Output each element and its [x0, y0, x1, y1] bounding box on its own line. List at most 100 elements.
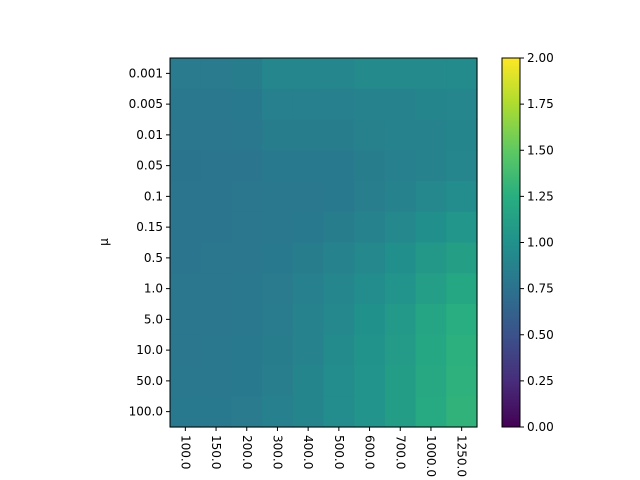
x-tick-label: 200.0 [240, 435, 254, 469]
x-tick-label: 1250.0 [455, 435, 469, 477]
heatmap-cell [446, 334, 478, 367]
heatmap-cell [262, 273, 294, 305]
heatmap-cell [446, 365, 478, 397]
heatmap-cell [354, 365, 386, 397]
heatmap-cell [354, 211, 386, 244]
heatmap-cell [170, 334, 202, 367]
x-tick-label: 150.0 [209, 435, 223, 469]
x-tick-label: 600.0 [363, 435, 377, 469]
heatmap-cell [323, 304, 355, 336]
heatmap-cell [292, 334, 325, 367]
heatmap-cell [384, 396, 417, 428]
heatmap-cell [446, 396, 478, 428]
heatmap-cell [323, 334, 355, 367]
heatmap-cell [262, 334, 294, 367]
heatmap-cell [323, 181, 355, 213]
heatmap-cell [200, 181, 232, 213]
heatmap-cell [170, 273, 202, 305]
heatmap-cell [446, 181, 478, 213]
heatmap-cell [292, 304, 325, 336]
x-tick-label: 400.0 [301, 435, 315, 469]
heatmap-cell [262, 211, 294, 244]
heatmap-cell [354, 334, 386, 367]
heatmap-cell [200, 211, 232, 244]
heatmap-cell [354, 242, 386, 274]
heatmap-cell [262, 396, 294, 428]
heatmap-cell [354, 119, 386, 151]
y-tick-label: 0.01 [136, 128, 163, 142]
heatmap-cell [292, 181, 325, 213]
heatmap-cell [231, 242, 263, 274]
heatmap-cell [323, 88, 355, 121]
heatmap-cell [384, 365, 417, 397]
colorbar-tick-label: 1.50 [527, 143, 554, 157]
y-axis-label: μ [97, 238, 111, 246]
heatmap-cell [354, 396, 386, 428]
heatmap-cell [200, 242, 232, 274]
y-tick-label: 1.0 [144, 282, 163, 296]
heatmap-cell [446, 304, 478, 336]
y-tick-label: 0.1 [144, 189, 163, 203]
heatmap-cell [170, 58, 202, 90]
y-tick-label: 0.05 [136, 159, 163, 173]
x-tick-label: 100.0 [178, 435, 192, 469]
colorbar-tick-label: 0.75 [527, 282, 554, 296]
heatmap-cell [292, 119, 325, 151]
heatmap-cell [200, 273, 232, 305]
heatmap-cell [170, 88, 202, 121]
heatmap-cell [323, 396, 355, 428]
heatmap-cell [231, 273, 263, 305]
heatmap-cell [200, 150, 232, 182]
heatmap-cell [200, 365, 232, 397]
heatmap-cell [262, 304, 294, 336]
heatmap-cell [262, 88, 294, 121]
x-tick-label: 300.0 [270, 435, 284, 469]
heatmap-cell [323, 119, 355, 151]
heatmap-cell [231, 304, 263, 336]
x-tick-label: 500.0 [332, 435, 346, 469]
heatmap-cell [262, 150, 294, 182]
heatmap-cell [292, 211, 325, 244]
colorbar-tick-label: 2.00 [527, 51, 554, 65]
heatmap-cell [446, 119, 478, 151]
heatmap-cell [231, 88, 263, 121]
heatmap-cell [384, 334, 417, 367]
heatmap-cell [354, 273, 386, 305]
heatmap-cell [415, 181, 447, 213]
y-tick-label: 10.0 [136, 343, 163, 357]
heatmap-cell [262, 181, 294, 213]
heatmap-cell [231, 58, 263, 90]
heatmap-cell [354, 58, 386, 90]
heatmap-cell [415, 334, 447, 367]
heatmap-cell [384, 181, 417, 213]
heatmap-cell [446, 88, 478, 121]
heatmap-cell [200, 396, 232, 428]
heatmap-cell [384, 119, 417, 151]
heatmap-cell [323, 211, 355, 244]
heatmap-cell [415, 396, 447, 428]
heatmap-cell [292, 396, 325, 428]
heatmap-cell [384, 58, 417, 90]
heatmap-cell [231, 119, 263, 151]
y-tick-label: 50.0 [136, 374, 163, 388]
heatmap-cell [292, 88, 325, 121]
colorbar-tick-label: 1.75 [527, 97, 554, 111]
heatmap-cell [354, 181, 386, 213]
heatmap-cell [170, 119, 202, 151]
heatmap-cell [446, 273, 478, 305]
x-axis: 100.0 150.0 200.0 300.0 400.0 500.0 600.0 700.0… [178, 427, 469, 477]
heatmap-cell [384, 150, 417, 182]
heatmap-cell [170, 365, 202, 397]
heatmap-cell [292, 273, 325, 305]
heatmap-cell [200, 304, 232, 336]
heatmap-cell [415, 88, 447, 121]
y-tick-label: 0.005 [129, 97, 163, 111]
colorbar-ticks: 0.00 0.25 0.50 0.75 1.00 1.25 1.50 1.75 2.00 [520, 51, 554, 434]
x-tick-label: 700.0 [393, 435, 407, 469]
heatmap-cell [231, 150, 263, 182]
heatmap-cell [415, 58, 447, 90]
heatmap-cell [323, 58, 355, 90]
heatmap-cell [170, 242, 202, 274]
heatmap-cell [262, 58, 294, 90]
